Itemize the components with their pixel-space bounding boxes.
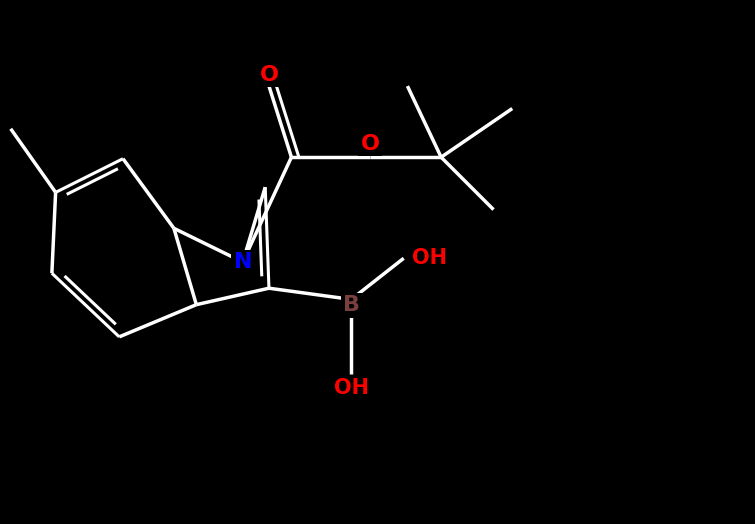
Text: OH: OH (412, 248, 448, 268)
Text: N: N (233, 252, 252, 272)
Text: B: B (343, 296, 360, 315)
Text: OH: OH (334, 378, 368, 398)
Text: O: O (361, 134, 380, 154)
Text: O: O (260, 65, 279, 85)
